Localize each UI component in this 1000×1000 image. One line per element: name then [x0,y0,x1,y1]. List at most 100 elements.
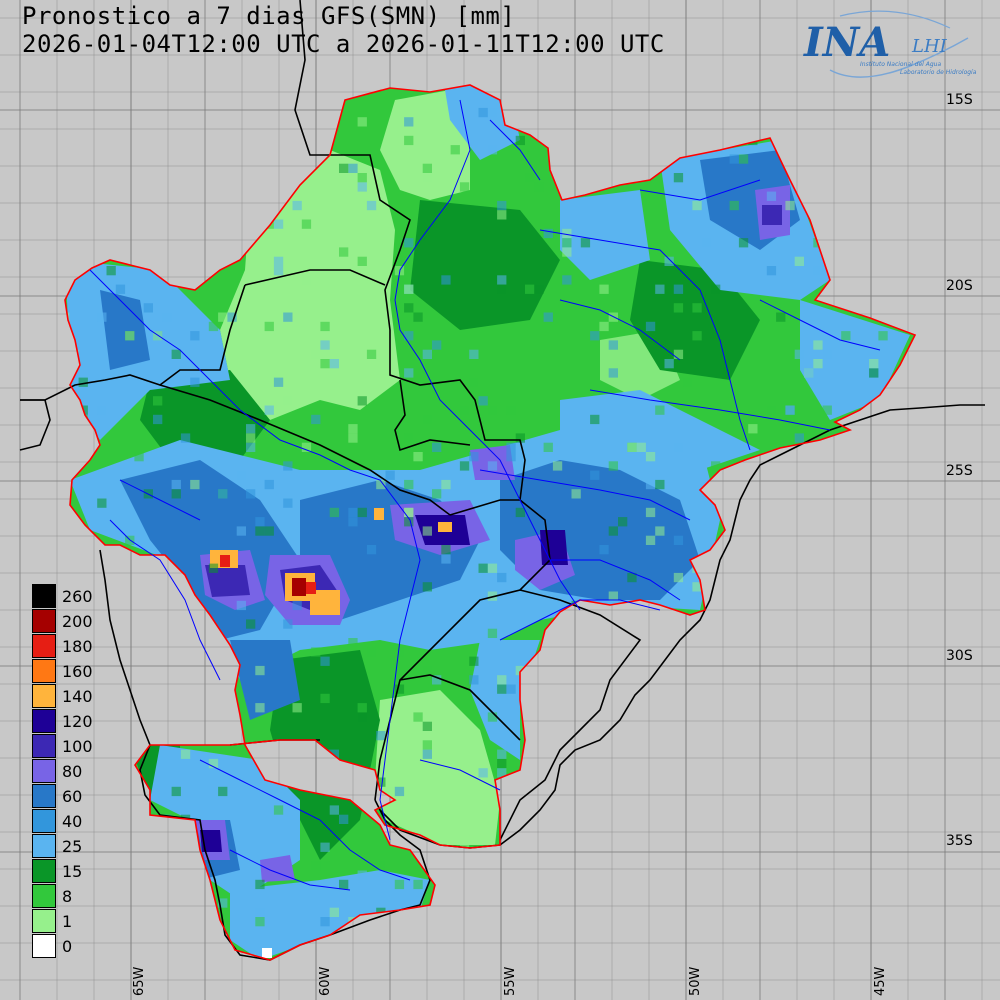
lat-label-35s: 35S [946,833,973,849]
grid-cell [608,89,618,99]
grid-cell [525,731,535,741]
grid-cell [97,405,107,415]
grid-cell [469,452,479,462]
grid-cell [552,889,563,899]
grid-cell [441,879,451,890]
grid-cell [785,405,795,415]
forecast-period: 2026-01-04T12:00 UTC a 2026-01-11T12:00 … [22,30,665,58]
grid-cell [487,628,498,638]
grid-cell [859,935,870,945]
grid-cell [78,377,88,387]
legend-swatch [32,934,56,958]
legend-item: 15 [32,859,152,884]
grid-cell [627,619,637,629]
legend-label: 100 [62,737,93,756]
grid-cell [701,107,711,118]
grid-cell [79,982,88,991]
grid-cell [925,805,934,814]
grid-cell [190,479,200,490]
grid-cell [422,349,432,359]
grid-cell [925,954,934,963]
grid-cell [645,917,656,927]
grid-cell [394,786,405,797]
ina-logo: INA LHI Instituto Nacional del Agua Labo… [800,8,980,88]
grid-cell [246,619,256,629]
grid-cell [366,349,377,359]
grid-cell [69,545,79,555]
grid-cell [813,991,822,1000]
grid-cell [450,145,460,155]
grid-cell [65,563,70,573]
grid-cell [645,535,656,545]
grid-cell [255,703,265,713]
grid-cell [162,238,172,248]
grid-cell [655,638,665,648]
grid-cell [171,693,181,704]
grid-cell [850,89,860,99]
legend-item: 180 [32,634,152,659]
grid-cell [134,126,144,136]
grid-cell [497,275,507,285]
grid-cell [515,135,525,146]
grid-cell [822,535,832,545]
grid-cell [227,312,237,322]
grid-cell [794,433,804,443]
grid-cell [627,721,637,731]
grid-cell [534,182,544,192]
grid-cell [348,433,358,443]
grid-cell [859,610,870,620]
grid-cell [264,98,274,108]
grid-cell [711,665,721,676]
grid-cell [859,703,870,713]
legend-item: 120 [32,709,152,734]
grid-cell [339,814,349,824]
grid-cell [673,572,684,583]
grid-cell [469,656,479,666]
grid-cell [683,693,693,704]
grid-cell [971,805,980,814]
grid-cell [134,563,144,573]
grid-cell [813,266,823,276]
grid-cell [320,842,330,852]
grid-cell [701,572,711,583]
grid-cell [385,470,395,480]
grid-cell [320,768,330,778]
grid-cell [562,870,572,880]
grid-cell [692,582,702,592]
grid-cell [65,340,70,350]
grid-cell [720,982,729,991]
grid-cell [766,89,777,99]
grid-cell [869,107,879,118]
grid-cell [366,647,377,657]
grid-cell [180,433,191,443]
grid-cell [878,228,888,239]
grid-cell [348,517,358,527]
grid-cell [720,964,729,973]
grid-cell [180,173,191,183]
grid-cell [218,693,228,704]
grid-cell [65,554,70,564]
legend-swatch [32,609,56,633]
grid-cell [432,675,442,685]
grid-cell [627,572,637,583]
grid-cell [645,479,656,490]
legend-label: 200 [62,612,93,631]
grid-cell [664,145,674,155]
grid-cell [525,758,535,769]
legend-swatch [32,859,56,883]
grid-cell [366,545,377,555]
grid-cell [841,452,851,462]
grid-cell [841,89,851,99]
grid-cell [441,907,451,917]
grid-cell [97,991,106,1000]
grid-cell [115,284,126,294]
grid-cell [822,842,832,852]
grid-cell [748,731,758,741]
grid-cell [748,424,758,434]
grid-cell [143,154,153,164]
grid-cell [878,693,888,704]
grid-cell [738,628,749,638]
grid-cell [692,331,702,341]
grid-cell [850,498,860,508]
grid-cell [292,600,302,611]
